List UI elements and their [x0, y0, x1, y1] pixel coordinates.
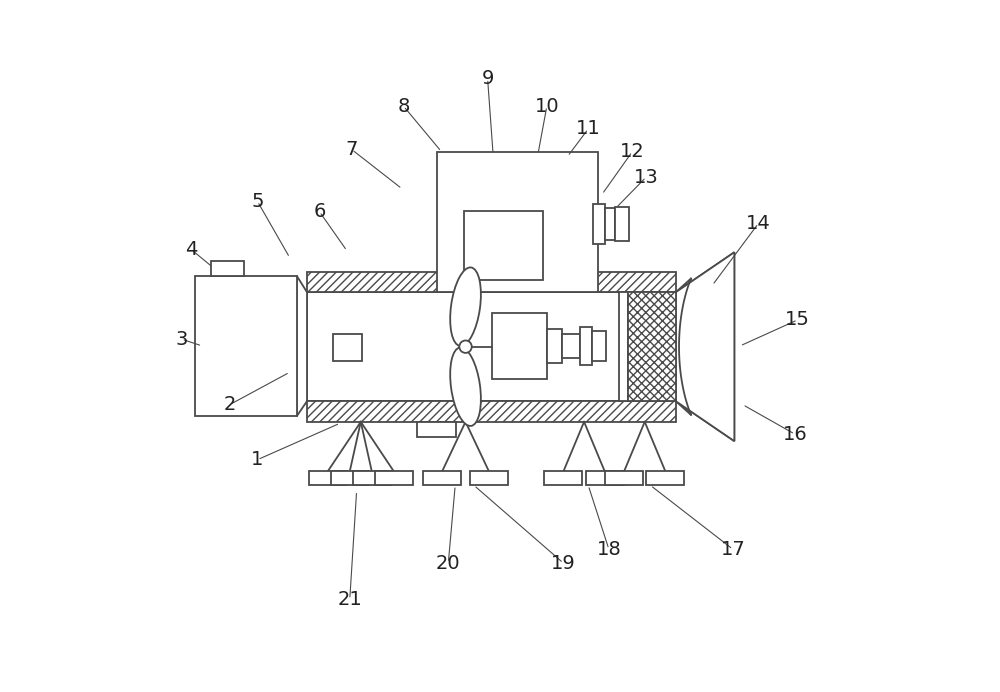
Bar [331, 471, 369, 485]
Text: 20: 20 [436, 554, 461, 572]
Bar [353, 471, 391, 485]
Text: 17: 17 [721, 540, 745, 559]
Bar [580, 327, 592, 365]
Text: 6: 6 [313, 202, 326, 221]
Bar [492, 313, 547, 379]
Bar [470, 471, 508, 485]
Bar [646, 471, 684, 485]
Text: 9: 9 [481, 69, 494, 88]
Bar [628, 292, 676, 401]
Bar [605, 208, 615, 240]
Text: 8: 8 [397, 97, 410, 116]
Text: 10: 10 [535, 97, 559, 116]
Text: 19: 19 [551, 554, 576, 572]
Bar [307, 292, 676, 401]
Bar [586, 471, 624, 485]
Bar [615, 207, 629, 242]
Text: 2: 2 [224, 395, 236, 414]
Ellipse shape [459, 340, 472, 353]
Bar [307, 401, 676, 422]
Text: 18: 18 [597, 540, 621, 559]
Bar [544, 471, 582, 485]
Polygon shape [676, 253, 734, 441]
Text: 12: 12 [620, 142, 645, 161]
Bar [309, 471, 347, 485]
Text: 16: 16 [783, 425, 807, 444]
Text: 4: 4 [185, 240, 197, 259]
Bar [619, 292, 628, 401]
Text: 7: 7 [346, 140, 358, 159]
Bar [307, 271, 676, 292]
Polygon shape [676, 253, 734, 441]
Bar [423, 471, 461, 485]
Bar [605, 471, 643, 485]
Bar [417, 422, 456, 437]
Bar [211, 260, 244, 275]
Ellipse shape [450, 347, 481, 426]
Text: 15: 15 [785, 310, 810, 329]
Ellipse shape [450, 267, 481, 346]
Text: 11: 11 [576, 120, 601, 138]
Bar [464, 211, 543, 280]
Text: 14: 14 [746, 214, 771, 233]
Polygon shape [297, 275, 307, 417]
Bar [593, 204, 605, 244]
Text: 21: 21 [337, 590, 362, 609]
Bar [592, 331, 606, 361]
Bar [333, 334, 362, 361]
Text: 1: 1 [251, 450, 264, 469]
Text: 13: 13 [634, 167, 658, 187]
Bar [562, 334, 580, 358]
Bar [547, 329, 562, 363]
Text: 3: 3 [175, 329, 188, 349]
Bar [195, 275, 297, 417]
Bar [375, 471, 413, 485]
Bar [437, 152, 598, 292]
Text: 5: 5 [251, 192, 264, 211]
